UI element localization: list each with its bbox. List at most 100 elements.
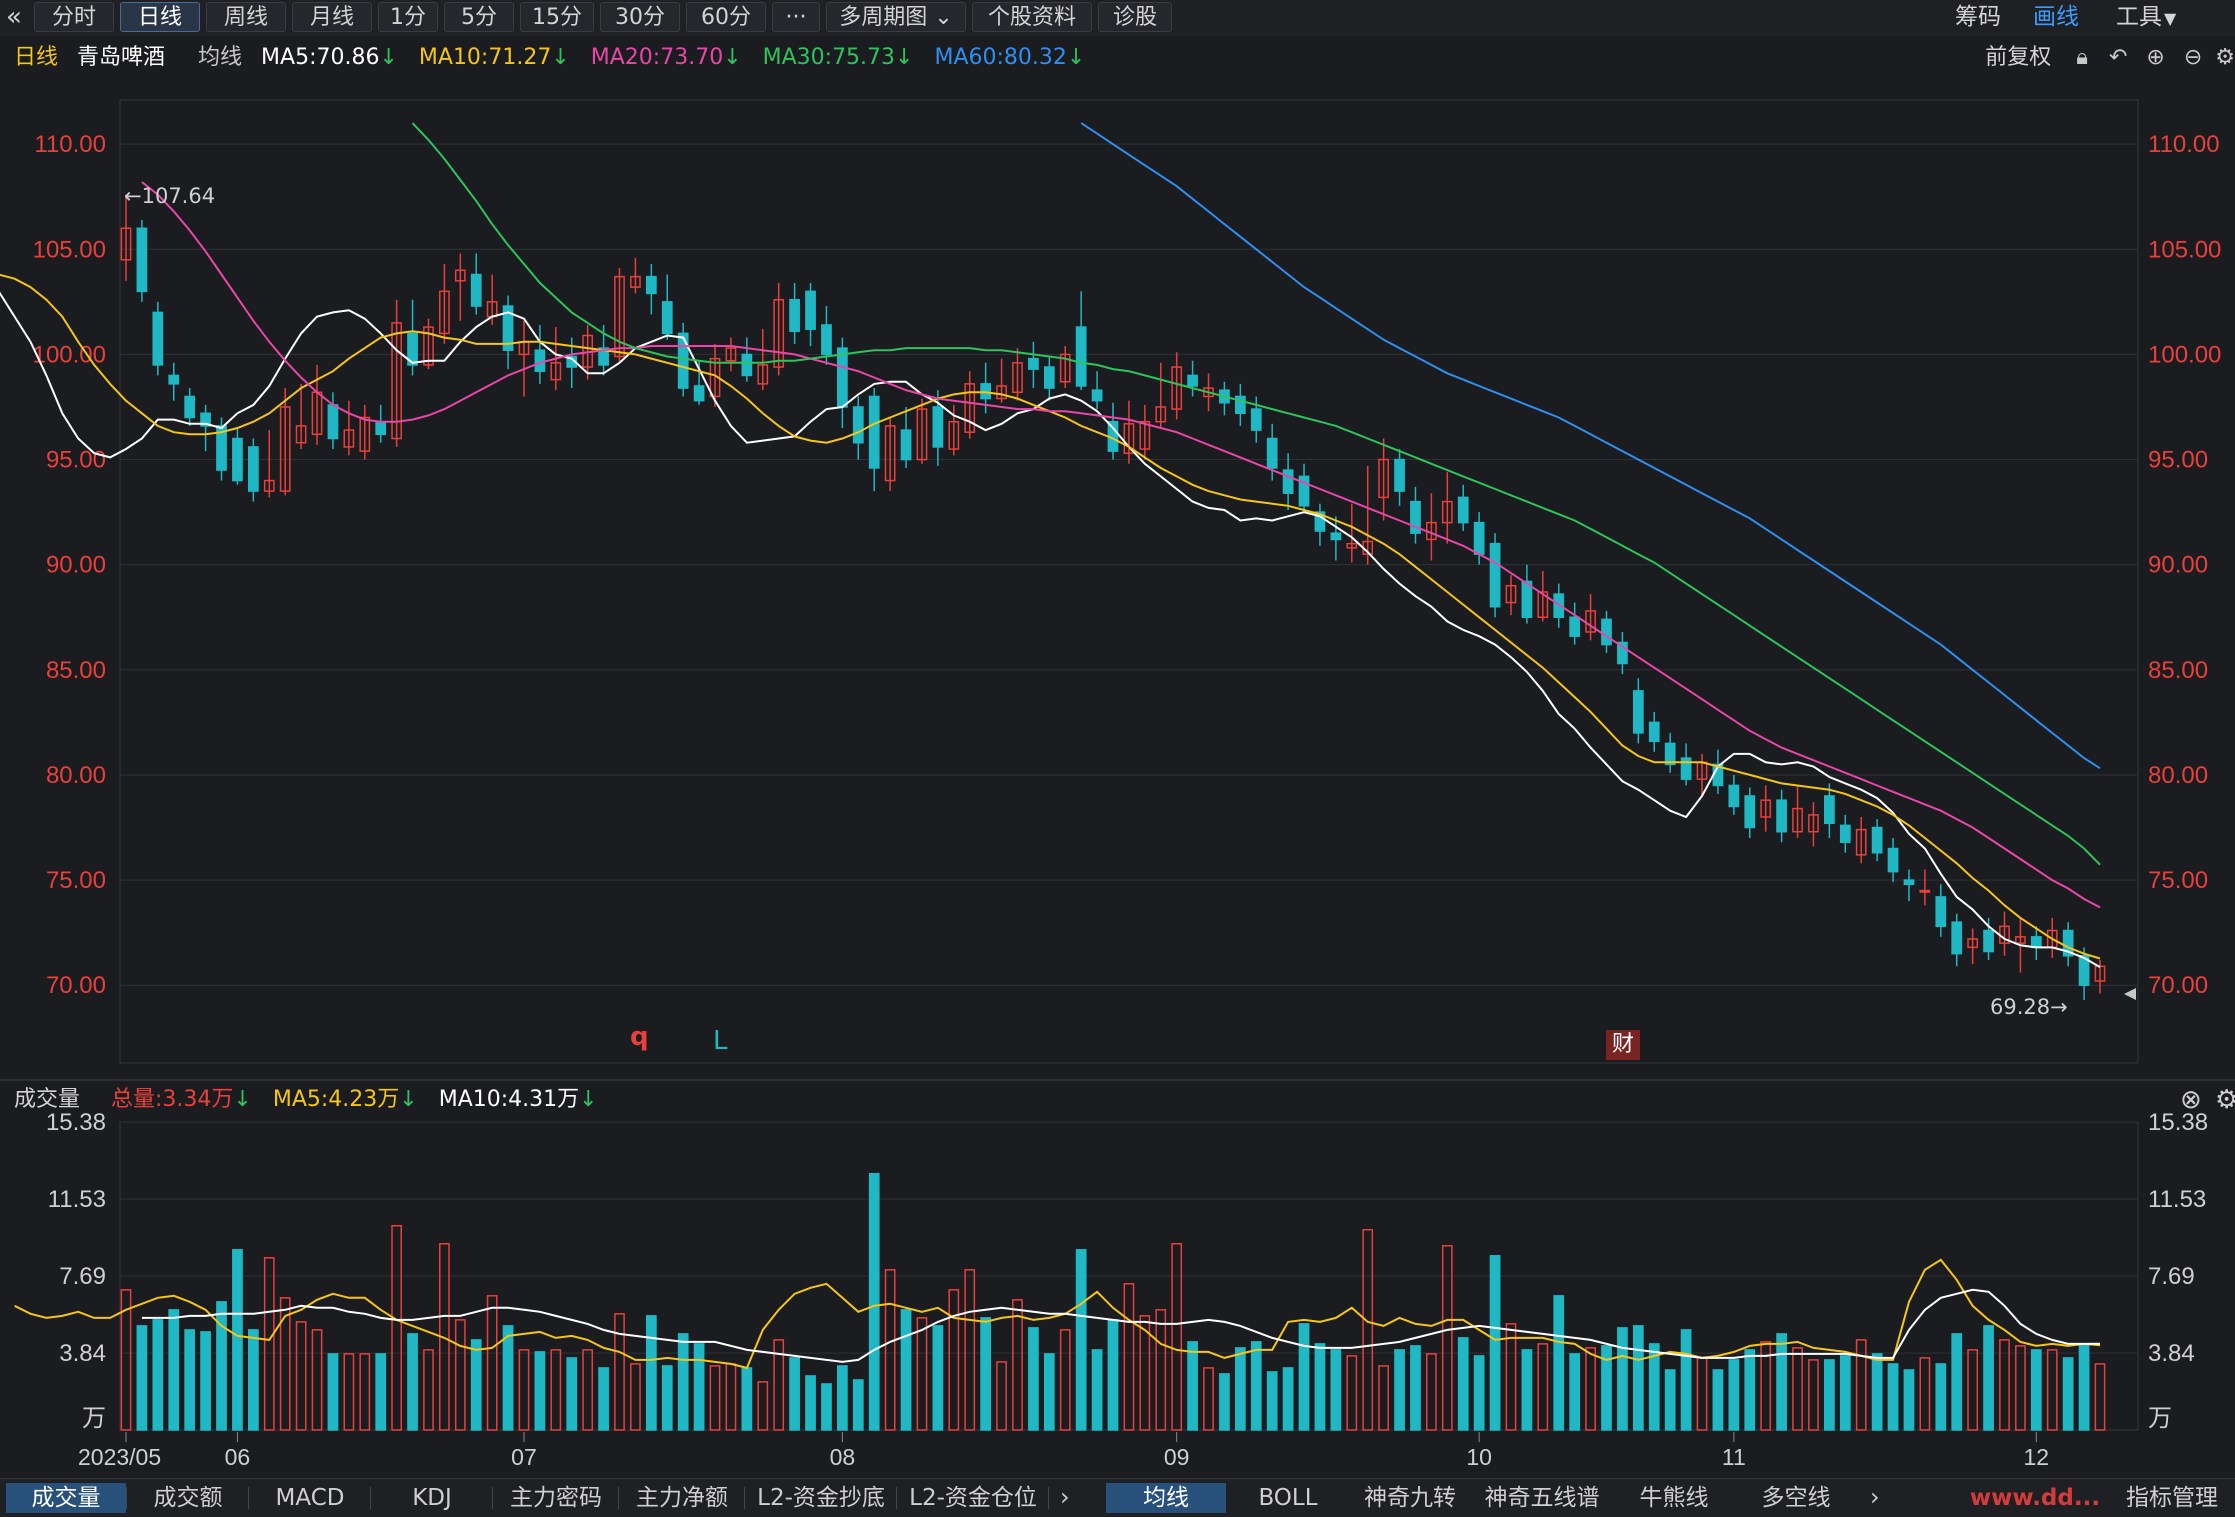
period-button-10[interactable]: 多周期图 ⌄ bbox=[826, 2, 966, 32]
period-button-11[interactable]: 个股资料 bbox=[972, 2, 1092, 32]
volume-bar bbox=[1664, 1369, 1676, 1431]
volume-bar bbox=[486, 1295, 498, 1431]
overlay-tab-1[interactable]: BOLL bbox=[1258, 1485, 1318, 1511]
volume-unit-left: 万 bbox=[82, 1404, 106, 1432]
candle-body bbox=[1266, 437, 1278, 469]
x-axis-label: 07 bbox=[511, 1444, 537, 1470]
event-marker-q[interactable]: q bbox=[630, 1022, 649, 1052]
candle-body bbox=[1919, 889, 1931, 893]
candle-body bbox=[630, 275, 641, 288]
tabs-right-chevron-icon[interactable]: › bbox=[1870, 1483, 1880, 1511]
down-arrow-icon: ↓ bbox=[233, 1087, 252, 1112]
candle-body bbox=[1680, 757, 1692, 780]
candle-body bbox=[1760, 799, 1772, 818]
price-tick-right: 95.00 bbox=[2148, 447, 2208, 474]
indicator-manage-button[interactable]: 指标管理 bbox=[2126, 1485, 2218, 1511]
ma-info-bar: 日线 青岛啤酒 均线 MA5:70.86↓ MA10:71.27↓ MA20:7… bbox=[0, 40, 1097, 76]
indicator-tab-6[interactable]: L2-资金抄底 bbox=[757, 1485, 885, 1511]
undo-icon[interactable]: ↶ bbox=[2108, 45, 2128, 70]
period-button-5[interactable]: 5分 bbox=[444, 2, 514, 32]
volume-bar bbox=[120, 1289, 132, 1431]
volume-bar bbox=[1441, 1245, 1453, 1431]
down-arrow-icon: ↓ bbox=[399, 1087, 418, 1112]
ma60-text: MA60:80.32 bbox=[934, 45, 1067, 70]
indicator-tab-1[interactable]: 成交额 bbox=[153, 1485, 223, 1511]
volume-tick-left: 3.84 bbox=[59, 1340, 106, 1367]
indicator-tab-0[interactable]: 成交量 bbox=[6, 1483, 126, 1513]
chart-controls: 前复权 🔒︎ ↶ ⊕ ⊖ ⚙ bbox=[1985, 40, 2235, 76]
double-chevron-left-icon[interactable]: « bbox=[6, 2, 22, 32]
candle-body bbox=[152, 311, 164, 366]
candle-body bbox=[1728, 784, 1740, 808]
overlay-tab-2[interactable]: 神奇九转 bbox=[1364, 1485, 1456, 1511]
panel-settings-icon[interactable]: ⚙ bbox=[2215, 1085, 2235, 1115]
candle-body bbox=[645, 275, 657, 295]
volume-tick-right: 7.69 bbox=[2148, 1263, 2195, 1290]
overlay-tab-4[interactable]: 牛熊线 bbox=[1639, 1485, 1709, 1511]
volume-bar bbox=[1012, 1299, 1023, 1431]
draw-line-button[interactable]: 画线 bbox=[2033, 4, 2079, 30]
volume-bar bbox=[2094, 1363, 2106, 1431]
ma30-value: MA30:75.73↓ bbox=[763, 45, 914, 70]
candle-body bbox=[1935, 896, 1947, 928]
volume-bar bbox=[1123, 1283, 1135, 1431]
period-button-8[interactable]: 60分 bbox=[686, 2, 766, 32]
period-button-7[interactable]: 30分 bbox=[600, 2, 680, 32]
volume-bar bbox=[200, 1331, 211, 1431]
volume-tick-right: 11.53 bbox=[2148, 1186, 2206, 1213]
volume-bar bbox=[1028, 1327, 1039, 1431]
period-button-1[interactable]: 日线 bbox=[120, 2, 200, 32]
zoom-in-icon[interactable]: ⊕ bbox=[2146, 45, 2165, 70]
candle-body bbox=[1967, 938, 1979, 949]
volume-bar bbox=[1473, 1355, 1485, 1431]
tabs-left-chevron-icon[interactable]: › bbox=[1060, 1483, 1070, 1511]
candle-body bbox=[1617, 641, 1628, 665]
period-button-9[interactable]: ··· bbox=[772, 2, 820, 32]
adjust-mode-button[interactable]: 前复权 bbox=[1985, 45, 2052, 70]
x-axis-label: 12 bbox=[2024, 1444, 2050, 1470]
candle-body bbox=[454, 269, 466, 282]
volume-bar bbox=[518, 1349, 530, 1431]
volume-bar bbox=[1871, 1353, 1883, 1431]
candle-body bbox=[916, 408, 928, 461]
period-button-6[interactable]: 15分 bbox=[520, 2, 594, 32]
overlay-tab-3[interactable]: 神奇五线谱 bbox=[1484, 1485, 1600, 1511]
candle-body bbox=[136, 227, 148, 293]
tools-menu-button[interactable]: 工具 ▼ bbox=[2116, 2, 2176, 32]
close-panel-icon[interactable]: ⊗ bbox=[2180, 1085, 2202, 1115]
volume-bar bbox=[1760, 1341, 1772, 1431]
period-button-4[interactable]: 1分 bbox=[378, 2, 438, 32]
price-tick-left: 75.00 bbox=[46, 867, 106, 894]
candle-body bbox=[1776, 799, 1787, 833]
lock-icon[interactable]: 🔒︎ bbox=[2076, 45, 2088, 70]
zoom-out-icon[interactable]: ⊖ bbox=[2183, 45, 2203, 70]
ma-label[interactable]: 均线 bbox=[198, 45, 243, 70]
indicator-tab-3[interactable]: KDJ bbox=[412, 1485, 452, 1511]
volume-bar bbox=[1553, 1295, 1565, 1431]
overlay-tab-5[interactable]: 多空线 bbox=[1761, 1485, 1831, 1511]
period-button-2[interactable]: 周线 bbox=[206, 2, 286, 32]
period-button-12[interactable]: 诊股 bbox=[1098, 2, 1172, 32]
down-arrow-icon: ↓ bbox=[579, 1087, 598, 1112]
tab-separator bbox=[618, 1487, 619, 1509]
indicator-tab-7[interactable]: L2-资金仓位 bbox=[909, 1485, 1037, 1511]
period-button-3[interactable]: 月线 bbox=[292, 2, 372, 32]
chips-button[interactable]: 筹码 bbox=[1955, 4, 2001, 30]
candle-body bbox=[1521, 580, 1533, 618]
overlay-tab-0[interactable]: 均线 bbox=[1106, 1483, 1226, 1513]
event-marker-l[interactable]: L bbox=[713, 1026, 728, 1056]
gear-icon[interactable]: ⚙ bbox=[2215, 45, 2235, 70]
candle-body bbox=[964, 383, 976, 433]
volume-bar bbox=[263, 1257, 275, 1431]
financial-report-marker[interactable]: 财 bbox=[1606, 1030, 1640, 1060]
indicator-tab-5[interactable]: 主力净额 bbox=[636, 1485, 728, 1511]
indicator-tab-2[interactable]: MACD bbox=[275, 1485, 345, 1511]
period-button-0[interactable]: 分时 bbox=[34, 2, 114, 32]
candle-body bbox=[502, 305, 514, 351]
candle-body bbox=[1505, 584, 1517, 604]
indicator-tab-4[interactable]: 主力密码 bbox=[510, 1485, 602, 1511]
volume-bar bbox=[725, 1363, 737, 1431]
volume-label[interactable]: 成交量 bbox=[14, 1087, 81, 1112]
volume-bar bbox=[789, 1357, 800, 1431]
